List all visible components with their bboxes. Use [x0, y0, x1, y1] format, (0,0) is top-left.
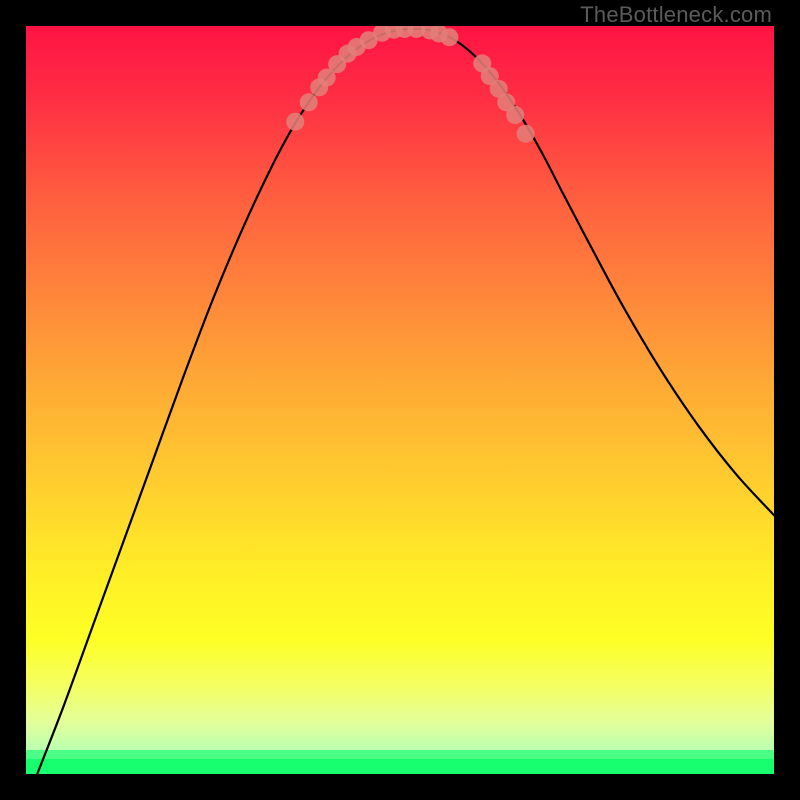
marker-dot — [506, 106, 524, 124]
marker-dot — [286, 113, 304, 131]
marker-dot — [440, 28, 458, 46]
bottleneck-curve — [37, 29, 774, 774]
marker-dot — [517, 125, 535, 143]
marker-dot — [300, 93, 318, 111]
plot-area — [26, 26, 774, 774]
chart-svg — [26, 26, 774, 774]
watermark-label: TheBottleneck.com — [580, 2, 772, 28]
